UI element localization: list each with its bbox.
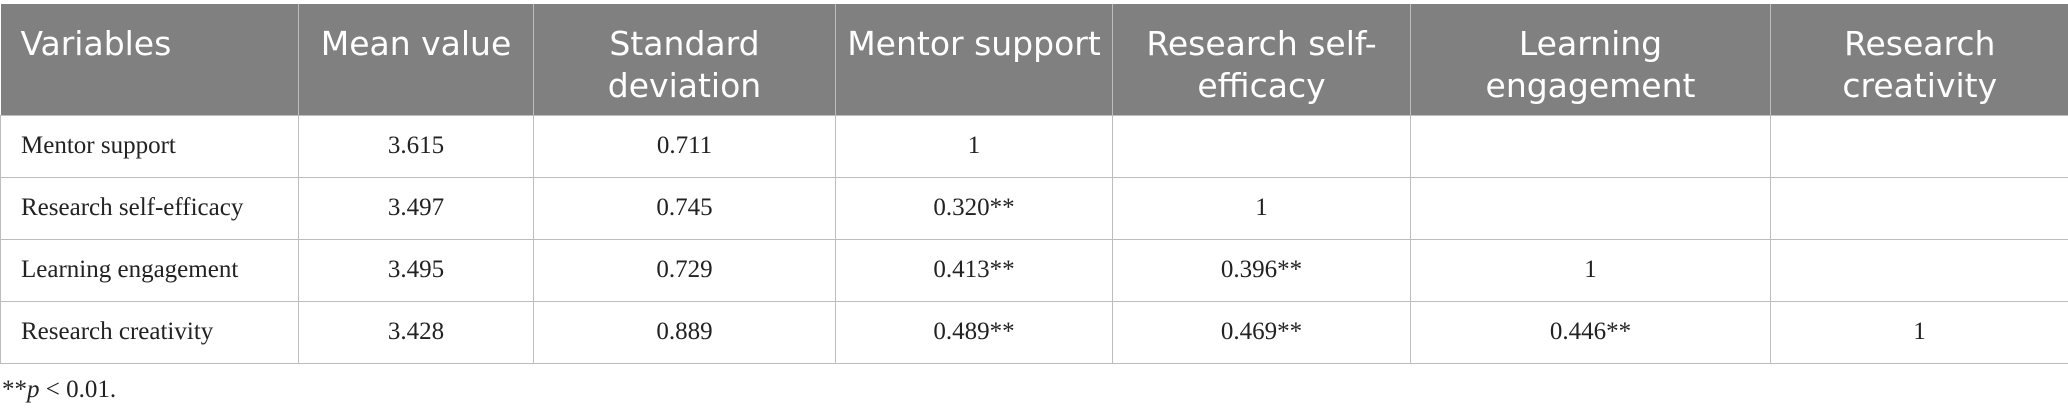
table-cell: 3.428 xyxy=(298,300,534,364)
table-cell xyxy=(1770,238,2068,302)
table-cell: 0.396** xyxy=(1112,238,1411,302)
row-label: Learning engagement xyxy=(0,238,299,302)
header-cell: Mean value xyxy=(298,4,534,115)
table-row: Mentor support 3.615 0.711 1 xyxy=(0,114,2068,178)
table-cell: 1 xyxy=(1410,238,1771,302)
table-cell: 0.469** xyxy=(1112,300,1411,364)
footnote-text: < 0.01. xyxy=(45,376,117,403)
header-cell: Research self-efficacy xyxy=(1112,4,1411,115)
header-cell: Learning engagement xyxy=(1410,4,1771,115)
table-cell: 1 xyxy=(835,114,1113,178)
table-cell: 1 xyxy=(1770,300,2068,364)
row-label: Research self-efficacy xyxy=(0,176,299,240)
footnote: **p < 0.01. xyxy=(2,376,116,404)
table-row: Learning engagement 3.495 0.729 0.413** 0.39… xyxy=(0,238,2068,302)
table-row: Research self-efficacy 3.497 0.745 0.320** 1 xyxy=(0,176,2068,240)
table-cell xyxy=(1410,114,1771,178)
footnote-symbol: p xyxy=(27,376,40,403)
table-cell: 0.729 xyxy=(533,238,836,302)
table-cell: 0.711 xyxy=(533,114,836,178)
table-cell: 0.489** xyxy=(835,300,1113,364)
row-label: Research creativity xyxy=(0,300,299,364)
footnote-marker: ** xyxy=(2,376,27,403)
table-cell: 3.495 xyxy=(298,238,534,302)
table-body: Mentor support 3.615 0.711 1 Research self-e… xyxy=(0,114,2068,364)
header-cell: Variables xyxy=(0,4,299,115)
table-cell xyxy=(1770,176,2068,240)
table-cell: 3.497 xyxy=(298,176,534,240)
correlation-table: Variables Mean value Standard deviation Men… xyxy=(0,4,2068,364)
table-cell: 0.889 xyxy=(533,300,836,364)
header-cell: Research creativity xyxy=(1770,4,2068,115)
header-cell: Mentor support xyxy=(835,4,1113,115)
header-cell: Standard deviation xyxy=(533,4,836,115)
table-cell: 0.413** xyxy=(835,238,1113,302)
row-label: Mentor support xyxy=(0,114,299,178)
table-cell: 1 xyxy=(1112,176,1411,240)
table-cell: 0.745 xyxy=(533,176,836,240)
table-cell: 0.446** xyxy=(1410,300,1771,364)
table-row: Research creativity 3.428 0.889 0.489** 0.46… xyxy=(0,300,2068,364)
table-cell: 0.320** xyxy=(835,176,1113,240)
table-cell xyxy=(1770,114,2068,178)
table-cell xyxy=(1410,176,1771,240)
table-cell: 3.615 xyxy=(298,114,534,178)
table-cell xyxy=(1112,114,1411,178)
header-row: Variables Mean value Standard deviation Men… xyxy=(0,4,2068,115)
